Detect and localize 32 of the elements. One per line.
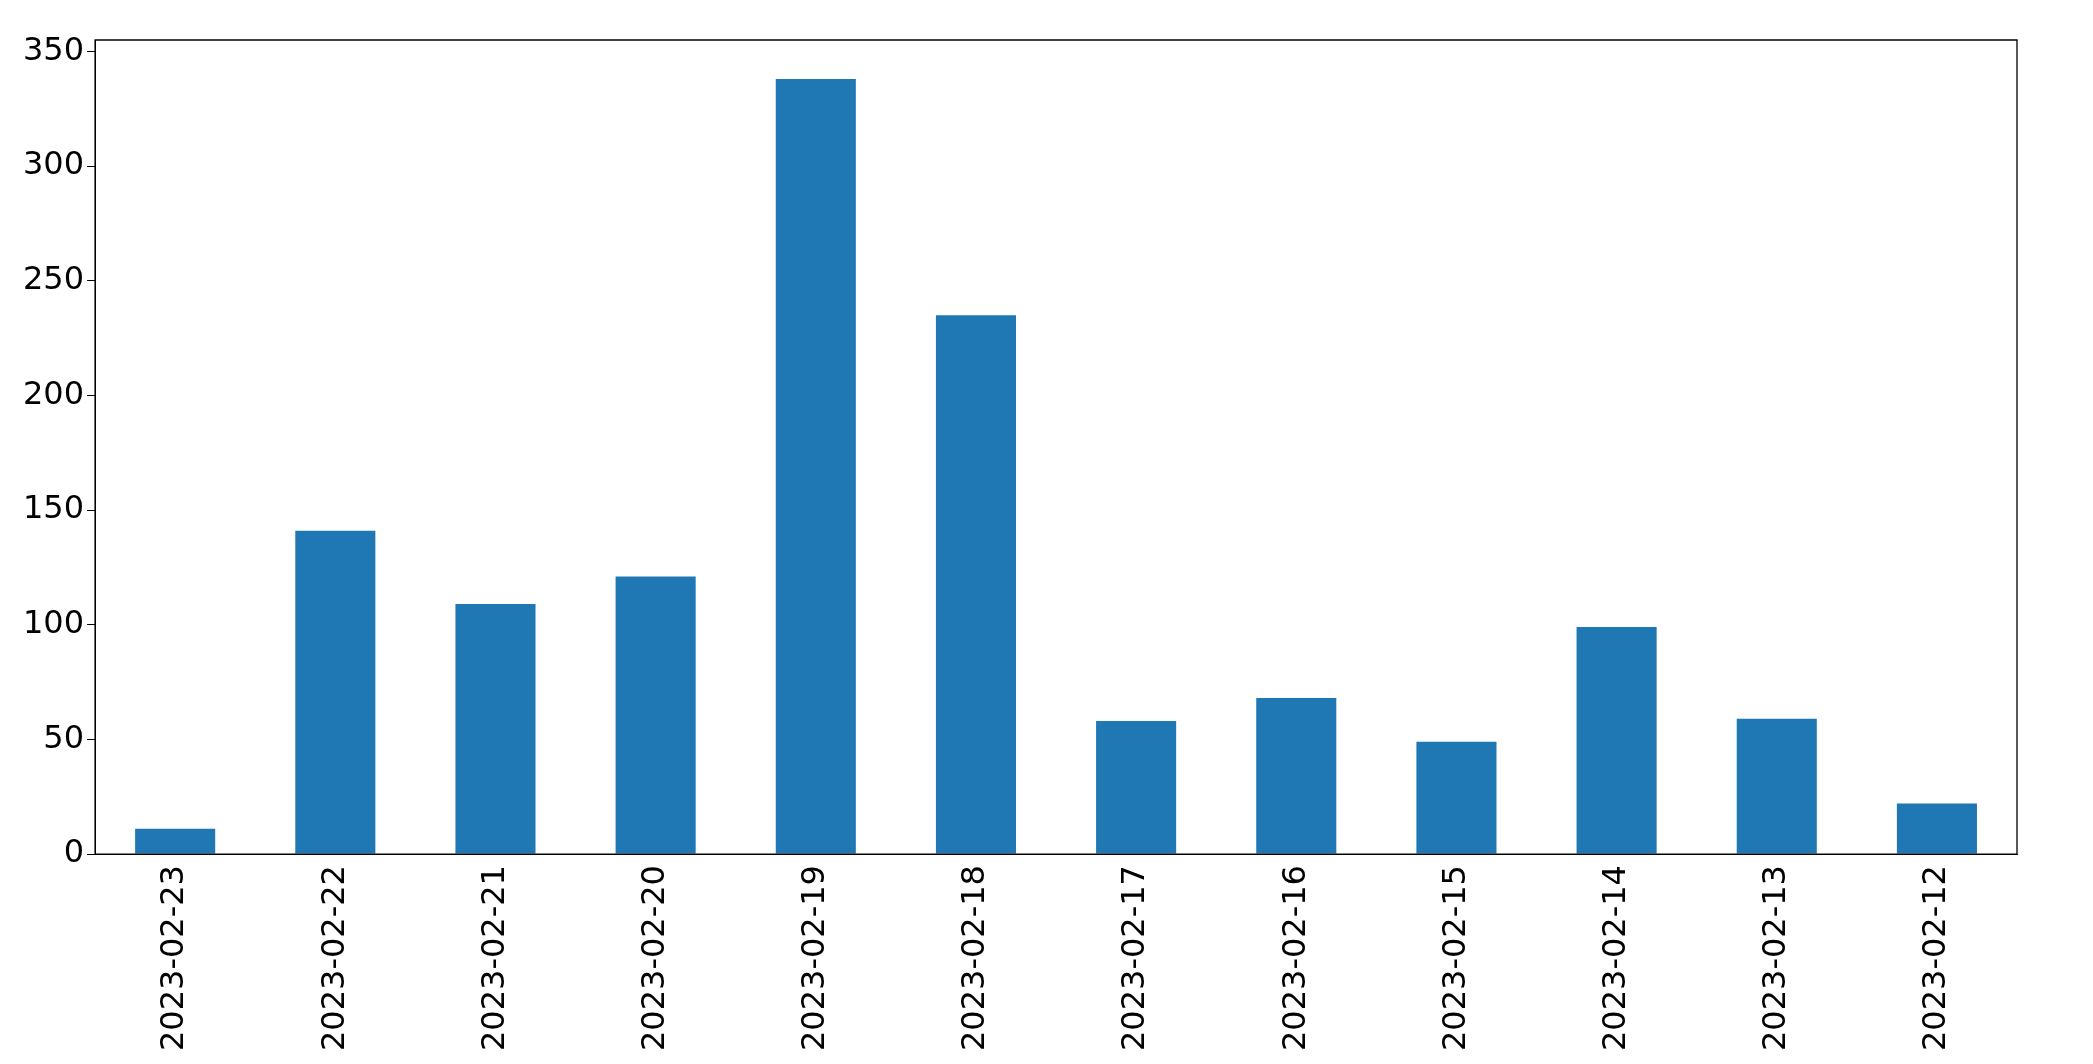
- x-tick-label: 2023-02-15: [1434, 865, 1473, 1051]
- bar: [1256, 698, 1337, 854]
- y-tick-label: 300: [23, 144, 85, 183]
- x-tick-label: 2023-02-19: [794, 865, 833, 1051]
- x-tick-label: 2023-02-18: [954, 865, 993, 1051]
- x-tick-label: 2023-02-20: [633, 865, 672, 1051]
- y-tick-label: 350: [23, 29, 85, 68]
- bar: [1096, 721, 1177, 854]
- bar: [135, 828, 216, 854]
- y-tick-label: 0: [63, 832, 85, 871]
- y-tick-label: 200: [23, 373, 85, 412]
- x-tick-label: 2023-02-16: [1274, 865, 1313, 1051]
- x-tick-label: 2023-02-14: [1594, 865, 1633, 1051]
- bar: [1416, 741, 1497, 854]
- bar: [455, 604, 536, 854]
- y-tick-label: 150: [23, 488, 85, 527]
- bar: [935, 315, 1016, 854]
- y-tick-label: 100: [23, 603, 85, 642]
- bar: [775, 78, 856, 854]
- y-tick-label: 250: [23, 259, 85, 298]
- bar: [1736, 718, 1817, 854]
- x-tick-label: 2023-02-13: [1755, 865, 1794, 1051]
- bar: [1576, 627, 1657, 854]
- x-tick-label: 2023-02-17: [1114, 865, 1153, 1051]
- x-tick-label: 2023-02-23: [153, 865, 192, 1051]
- x-tick-label: 2023-02-12: [1915, 865, 1954, 1051]
- bar: [1896, 803, 1977, 854]
- x-tick-label: 2023-02-21: [473, 865, 512, 1051]
- x-tick-label: 2023-02-22: [313, 865, 352, 1051]
- bar: [615, 576, 696, 854]
- bar: [295, 530, 376, 854]
- y-tick-label: 50: [43, 717, 85, 756]
